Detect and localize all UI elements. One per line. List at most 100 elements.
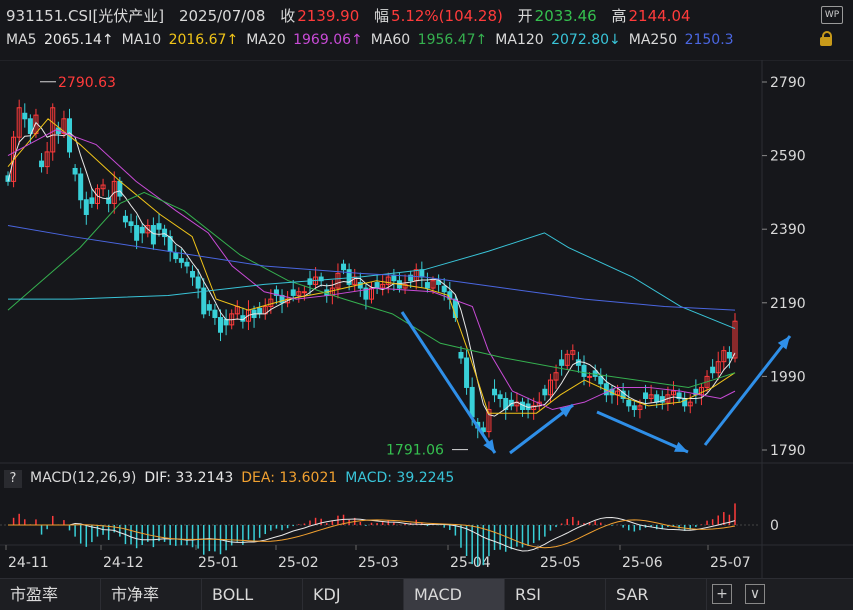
ma-label-ma250: MA250 xyxy=(628,32,682,48)
candle-body xyxy=(710,366,716,374)
candle-body xyxy=(369,287,374,300)
candle-body xyxy=(497,394,503,399)
x-tick-label: 25-01 xyxy=(198,555,239,571)
candle-body xyxy=(195,276,201,289)
x-tick-label: 25-07 xyxy=(710,555,751,571)
ma-value-ma250: 2150.3 xyxy=(684,32,734,48)
ma-value-ma10: 2016.67↑ xyxy=(168,32,239,48)
quote-date: 2025/07/08 xyxy=(178,7,266,25)
close-value: 2139.90 xyxy=(297,7,360,25)
macd-dif: DIF: 33.2143 xyxy=(144,470,234,486)
quote-header: 931151.CSI[光伏产业] 2025/07/08 收 2139.90 幅 5.… xyxy=(0,0,853,60)
tab-macd[interactable]: MACD xyxy=(404,579,505,610)
tab-rsi[interactable]: RSI xyxy=(505,579,606,610)
candle-body xyxy=(553,372,559,381)
candle-body xyxy=(732,320,738,359)
candle-body xyxy=(162,228,168,238)
open-label: 开 xyxy=(517,7,533,25)
ma20-line xyxy=(7,129,736,411)
ma-value-ma20: 1969.06↑ xyxy=(293,32,363,48)
candle-body xyxy=(715,361,721,374)
candle-body xyxy=(128,221,134,227)
candle-body xyxy=(464,357,470,388)
help-icon[interactable]: ? xyxy=(4,470,22,488)
macd-zero-label: 0 xyxy=(770,518,779,534)
candle-body xyxy=(626,399,632,407)
candle-body xyxy=(190,271,196,278)
candle-body xyxy=(11,136,17,182)
tab-市盈率[interactable]: 市盈率 xyxy=(0,579,101,610)
candle-body xyxy=(419,269,425,278)
lock-icon[interactable] xyxy=(820,31,832,46)
candle-body xyxy=(637,405,643,411)
candle-body xyxy=(16,107,22,138)
macd-legend: ? MACD(12,26,9) DIF: 33.2143 DEA: 13.6021 MA… xyxy=(0,467,853,491)
candle-body xyxy=(83,199,89,215)
candle-body xyxy=(61,118,67,135)
candle-body xyxy=(134,225,140,241)
add-tab-button[interactable]: + xyxy=(712,584,732,604)
candle-body xyxy=(726,351,732,359)
candle-body xyxy=(341,263,347,271)
candle-body xyxy=(22,112,28,120)
candle-body xyxy=(27,118,33,135)
candle-body xyxy=(257,307,263,315)
candle-body xyxy=(72,167,78,175)
x-tick-label: 24-12 xyxy=(103,555,144,571)
tab-市净率[interactable]: 市净率 xyxy=(101,579,202,610)
trend-arrow-line xyxy=(703,335,792,446)
candle-body xyxy=(139,226,145,234)
y-tick-label: 1790 xyxy=(770,443,806,459)
candle-body xyxy=(363,287,369,300)
candle-body xyxy=(100,184,106,190)
candle-body xyxy=(346,269,352,285)
high-annotation: 2790.63 xyxy=(58,75,116,91)
candle-body xyxy=(273,289,279,296)
candle-body xyxy=(665,394,671,403)
candle-body xyxy=(402,283,408,289)
close-label: 收 xyxy=(280,7,296,25)
candle-body xyxy=(94,188,100,204)
candle-body xyxy=(581,364,587,377)
ma-value-ma60: 1956.47↑ xyxy=(417,32,488,48)
ma5-line xyxy=(7,121,736,417)
candle-body xyxy=(408,274,414,282)
candle-body xyxy=(335,272,341,289)
quote-row: 931151.CSI[光伏产业] 2025/07/08 收 2139.90 幅 5.… xyxy=(6,5,701,26)
y-tick-label: 2790 xyxy=(770,75,806,91)
candle-body xyxy=(212,309,218,319)
x-tick-label: 25-06 xyxy=(622,555,663,571)
trend-arrow-line xyxy=(509,403,574,455)
candle-body xyxy=(391,274,397,282)
candle-body xyxy=(564,353,570,366)
ma-value-ma5: 2065.14↑ xyxy=(44,32,114,48)
dif-line xyxy=(8,516,736,552)
x-tick-label: 25-02 xyxy=(278,555,319,571)
y-tick-label: 1990 xyxy=(770,369,806,385)
y-tick-label: 2390 xyxy=(770,222,806,238)
candle-body xyxy=(670,390,676,396)
indicator-tabs: 市盈率 市净率 BOLL KDJ MACD RSI SAR + ∨ xyxy=(0,578,853,610)
macd-dea: DEA: 13.6021 xyxy=(241,470,338,486)
candle-body xyxy=(654,394,660,403)
candle-body xyxy=(430,280,436,289)
candle-body xyxy=(296,291,302,296)
tab-sar[interactable]: SAR xyxy=(606,579,707,610)
wp-icon[interactable]: WP xyxy=(821,6,843,24)
tab-kdj[interactable]: KDJ xyxy=(303,579,404,610)
tab-boll[interactable]: BOLL xyxy=(202,579,303,610)
open-value: 2033.46 xyxy=(534,7,597,25)
x-tick-label: 25-03 xyxy=(358,555,399,571)
candle-body xyxy=(587,375,593,378)
candle-body xyxy=(39,160,45,168)
ma-label-ma10: MA10 xyxy=(121,32,166,48)
ma-label-ma120: MA120 xyxy=(495,32,549,48)
ma-label-ma60: MA60 xyxy=(370,32,415,48)
y-tick-label: 2190 xyxy=(770,296,806,312)
candle-body xyxy=(374,282,380,289)
candle-body xyxy=(469,386,475,418)
candle-body xyxy=(687,401,693,407)
candle-body xyxy=(570,350,576,355)
candle-body xyxy=(50,107,56,153)
dropdown-icon[interactable]: ∨ xyxy=(745,584,765,604)
